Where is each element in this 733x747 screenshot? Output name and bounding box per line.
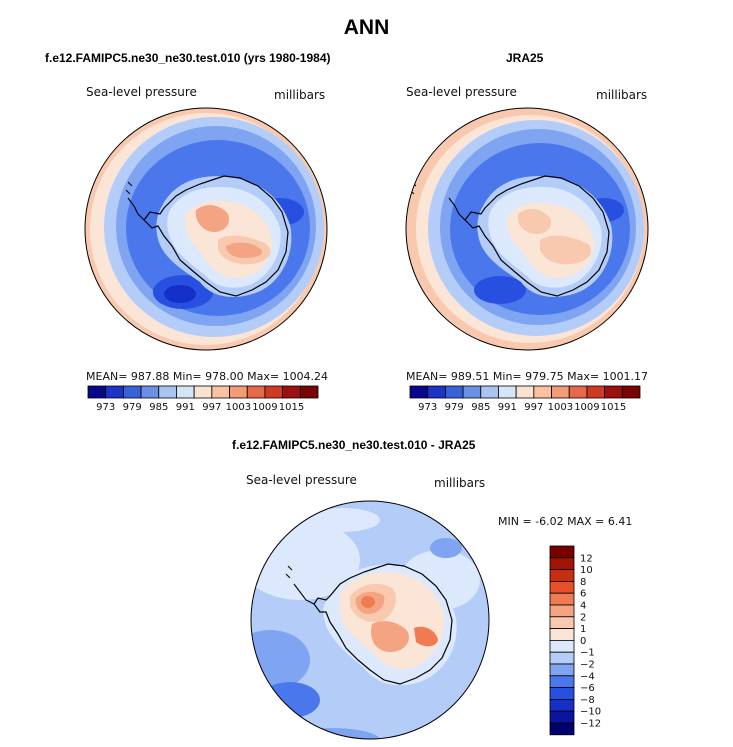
panel1-colorbar-label: 997	[202, 402, 221, 413]
panel3-peninsula	[293, 583, 315, 605]
panel1-peninsula	[127, 197, 145, 221]
panel3-colorbar-box	[549, 675, 575, 689]
panel3-colorbar-label: 1	[580, 624, 586, 635]
panel3-colorbar-label: 10	[580, 565, 593, 576]
panel3-colorbar-label: −12	[580, 719, 601, 730]
panel1-colorbar-label: 985	[149, 402, 168, 413]
panel2-colorbar-label: 1009	[574, 402, 599, 413]
panel2-colorbar-label: 1003	[548, 402, 573, 413]
panel3-colorbar-label: 4	[580, 601, 586, 612]
panel1-colorbar-label: 979	[123, 402, 142, 413]
panel2-low-ross	[474, 276, 526, 304]
panel3-map-border	[250, 500, 490, 740]
panel3-colorbar-label: −6	[580, 683, 595, 694]
panel2-colorbar-label: 991	[498, 402, 517, 413]
panel3-colorbar-label: 8	[580, 577, 586, 588]
panel2-colorbar-label: 997	[524, 402, 543, 413]
panel3-pos-south	[371, 621, 409, 652]
panel2-high-plateau	[517, 209, 552, 234]
panel3-colorbar-box	[549, 581, 575, 594]
panel3-colorbar-label: −10	[580, 707, 601, 718]
panel3-low-ne	[430, 538, 462, 558]
panel3-colorbar-box	[549, 604, 575, 618]
panel3-colorbar-box	[549, 569, 575, 582]
panel1-low-core	[164, 285, 196, 303]
panel1-colorbar-box	[299, 385, 319, 399]
panel3-stats: MIN = -6.02 MAX = 6.41	[498, 515, 633, 528]
panel2-units-label: millibars	[596, 88, 648, 102]
panel3-colorbar-label: 6	[580, 589, 586, 600]
panel2-subtitle: JRA25	[506, 51, 544, 65]
panel3-colorbar-label: −1	[580, 648, 595, 659]
panel3-low-sw2	[260, 682, 320, 718]
panel1-stats: MEAN= 987.88 Min= 978.00 Max= 1004.24	[86, 370, 329, 383]
panel1-coastline	[143, 175, 289, 297]
panel2-colorbar: 973 979 985 991 997 1003 1009 1015	[409, 385, 641, 413]
panel3-pos-east	[414, 626, 438, 647]
panel1-colorbar-label: 1015	[279, 402, 304, 413]
panel3-colorbar-box	[549, 545, 575, 559]
panel3-colorbar-label: 12	[580, 553, 593, 564]
panel3-colorbar-box	[549, 640, 575, 653]
figure-title: ANN	[343, 16, 390, 39]
panel3-colorbar-box	[549, 663, 575, 677]
panel3-colorbar-box	[549, 722, 575, 736]
panel3-colorbar-box	[549, 557, 575, 571]
panel3-patch-n	[304, 508, 380, 532]
panel2-colorbar-label: 973	[418, 402, 437, 413]
panel3-coastline	[313, 563, 453, 685]
panel1-subtitle: f.e12.FAMIPC5.ne30_ne30.test.010 (yrs 19…	[45, 51, 331, 65]
panel3-units-label: millibars	[434, 476, 486, 490]
panel2-map-border	[405, 107, 649, 351]
panel3-pos-max	[361, 596, 375, 608]
panel1-high-east-core	[226, 242, 263, 258]
panel3-colorbar-label: 0	[580, 636, 586, 647]
panel3-low-sw	[251, 630, 310, 690]
panel1-islands	[125, 181, 133, 195]
panel3-colorbar-box	[549, 687, 575, 700]
panel3-colorbar-box	[549, 616, 575, 630]
panel1-colorbar-label: 1003	[226, 402, 251, 413]
panel3-colorbar-label: −4	[580, 671, 595, 682]
panel3-colorbar-box	[549, 592, 575, 606]
panel2-colorbar-box	[621, 385, 641, 399]
panel3-colorbar-box	[549, 698, 575, 712]
panel1-colorbar-label: 1009	[252, 402, 277, 413]
panel3-islands	[285, 565, 293, 579]
panel1-colorbar-label: 991	[176, 402, 195, 413]
panel2-peninsula	[448, 197, 466, 221]
panel1-colorbar: 973 979 985 991 997 1003 1009 1015	[87, 385, 319, 413]
panel1-map-border	[84, 107, 328, 351]
panel3-field-label: Sea-level pressure	[246, 473, 357, 487]
panel2-stats: MEAN= 989.51 Min= 979.75 Max= 1001.17	[406, 370, 649, 383]
panel3-colorbar-label: −8	[580, 695, 595, 706]
panel1-high-plateau	[195, 205, 230, 232]
panel2-colorbar-label: 979	[445, 402, 464, 413]
panel1-units-label: millibars	[274, 88, 326, 102]
panel3-subtitle: f.e12.FAMIPC5.ne30_ne30.test.010 - JRA25	[232, 438, 476, 452]
panel2-coastline	[464, 175, 610, 297]
panel3-colorbar-box	[549, 628, 575, 641]
panel3-colorbar-label: 2	[580, 612, 586, 623]
panel1-field-label: Sea-level pressure	[86, 85, 197, 99]
panel3-colorbar-label: −2	[580, 660, 595, 671]
panel2-colorbar-label: 985	[471, 402, 490, 413]
panel3-colorbar-box	[549, 710, 575, 724]
panel2-field-label: Sea-level pressure	[406, 85, 517, 99]
panel3-colorbar-box	[549, 651, 575, 665]
panel2-colorbar-label: 1015	[601, 402, 626, 413]
panel2-high-east	[540, 235, 592, 265]
panel1-colorbar-label: 973	[96, 402, 115, 413]
